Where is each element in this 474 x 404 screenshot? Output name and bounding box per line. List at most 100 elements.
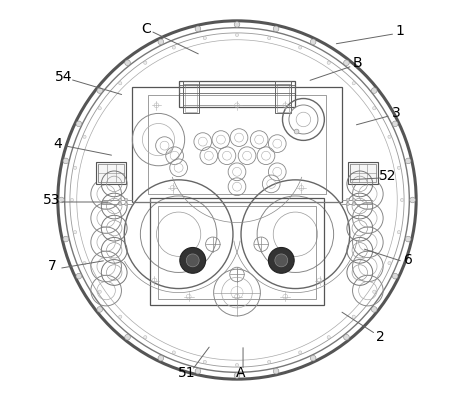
Bar xyxy=(185,84,197,112)
Circle shape xyxy=(299,351,302,354)
Text: 1: 1 xyxy=(396,24,404,38)
Bar xyxy=(179,85,295,93)
Bar xyxy=(150,198,324,305)
Circle shape xyxy=(73,231,77,234)
Circle shape xyxy=(344,60,349,65)
Circle shape xyxy=(346,202,349,206)
Circle shape xyxy=(401,198,404,202)
Circle shape xyxy=(203,360,206,364)
Circle shape xyxy=(273,368,279,374)
Bar xyxy=(275,81,292,114)
Circle shape xyxy=(294,129,299,134)
Circle shape xyxy=(125,198,128,202)
Circle shape xyxy=(388,135,391,139)
Circle shape xyxy=(172,351,175,354)
Circle shape xyxy=(180,248,206,273)
Circle shape xyxy=(158,356,164,361)
Circle shape xyxy=(97,307,102,312)
Circle shape xyxy=(125,60,130,65)
Circle shape xyxy=(118,202,122,206)
Circle shape xyxy=(310,356,316,361)
Circle shape xyxy=(203,36,206,40)
Bar xyxy=(96,162,126,184)
Text: C: C xyxy=(142,22,151,36)
Circle shape xyxy=(310,39,316,45)
Circle shape xyxy=(352,82,356,85)
Circle shape xyxy=(70,198,73,202)
Circle shape xyxy=(327,61,330,64)
Circle shape xyxy=(195,26,201,32)
Circle shape xyxy=(372,307,377,312)
Text: 2: 2 xyxy=(375,330,384,344)
Circle shape xyxy=(273,26,279,32)
Text: 52: 52 xyxy=(379,169,397,183)
Circle shape xyxy=(392,121,398,126)
Circle shape xyxy=(327,336,330,339)
Circle shape xyxy=(144,336,147,339)
Circle shape xyxy=(346,198,349,202)
Circle shape xyxy=(268,36,271,40)
Circle shape xyxy=(58,21,416,379)
Circle shape xyxy=(172,46,175,49)
Circle shape xyxy=(275,254,288,267)
Circle shape xyxy=(73,166,77,169)
Circle shape xyxy=(76,274,82,279)
Circle shape xyxy=(83,135,86,139)
Circle shape xyxy=(352,315,356,318)
Circle shape xyxy=(98,107,101,110)
Text: 51: 51 xyxy=(178,366,195,380)
Circle shape xyxy=(76,121,82,126)
Text: 6: 6 xyxy=(404,253,412,267)
Text: 4: 4 xyxy=(54,137,62,151)
Circle shape xyxy=(352,198,356,202)
Text: A: A xyxy=(236,366,246,380)
Circle shape xyxy=(268,360,271,364)
Circle shape xyxy=(158,39,164,45)
Circle shape xyxy=(388,261,391,265)
Circle shape xyxy=(373,290,376,293)
Circle shape xyxy=(195,368,201,374)
Circle shape xyxy=(97,88,102,93)
Text: 53: 53 xyxy=(43,193,61,207)
Circle shape xyxy=(144,61,147,64)
Circle shape xyxy=(234,22,240,27)
Circle shape xyxy=(397,231,401,234)
Bar xyxy=(132,87,342,202)
Circle shape xyxy=(118,198,122,202)
Circle shape xyxy=(118,82,122,85)
Circle shape xyxy=(63,158,69,164)
Bar xyxy=(98,164,124,182)
Circle shape xyxy=(98,290,101,293)
Circle shape xyxy=(63,236,69,242)
Bar xyxy=(182,84,292,105)
Circle shape xyxy=(392,274,398,279)
Circle shape xyxy=(299,46,302,49)
Circle shape xyxy=(236,364,238,367)
Circle shape xyxy=(373,107,376,110)
Circle shape xyxy=(352,202,356,206)
Circle shape xyxy=(397,166,401,169)
Bar xyxy=(348,162,378,184)
Circle shape xyxy=(125,202,128,206)
Text: B: B xyxy=(353,56,363,70)
Text: 7: 7 xyxy=(47,259,56,274)
Circle shape xyxy=(268,248,294,273)
Circle shape xyxy=(83,261,86,265)
Circle shape xyxy=(236,33,238,36)
Bar xyxy=(350,164,376,182)
Bar xyxy=(277,84,289,112)
Bar xyxy=(158,206,316,299)
Circle shape xyxy=(405,236,411,242)
Bar xyxy=(148,95,326,194)
Circle shape xyxy=(234,373,240,378)
Text: 3: 3 xyxy=(392,106,401,120)
Circle shape xyxy=(125,335,130,340)
Bar xyxy=(179,81,295,107)
Circle shape xyxy=(186,254,199,267)
Bar xyxy=(182,81,199,114)
Circle shape xyxy=(410,197,415,203)
Circle shape xyxy=(405,158,411,164)
Circle shape xyxy=(59,197,64,203)
Circle shape xyxy=(344,335,349,340)
Text: 54: 54 xyxy=(55,70,73,84)
